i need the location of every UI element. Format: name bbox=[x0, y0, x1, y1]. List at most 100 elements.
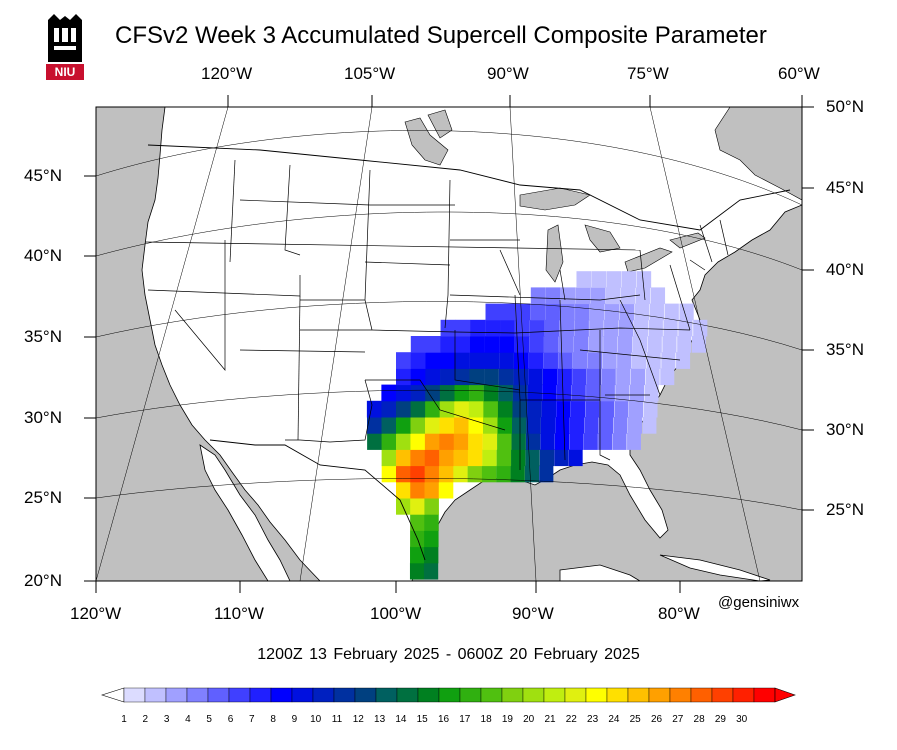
scp-cell bbox=[467, 465, 483, 483]
scp-cell bbox=[396, 384, 412, 402]
logo-text: NIU bbox=[54, 65, 76, 79]
frame-ticks bbox=[84, 95, 814, 593]
colorbar-label: 8 bbox=[270, 714, 276, 725]
scp-cell bbox=[454, 400, 469, 418]
scp-cell bbox=[410, 514, 425, 531]
scp-cell bbox=[498, 384, 513, 402]
graticule bbox=[96, 107, 802, 581]
scp-cell bbox=[542, 384, 557, 402]
scp-cell bbox=[524, 465, 540, 483]
colorbar-label: 6 bbox=[227, 714, 234, 725]
scp-cell bbox=[409, 562, 425, 580]
scp-cell bbox=[454, 384, 470, 402]
scp-cell bbox=[483, 400, 498, 418]
left-lat-label: 25°N bbox=[24, 488, 62, 507]
colorbar-label: 1 bbox=[121, 714, 127, 725]
land-baja bbox=[199, 444, 291, 581]
scp-cell bbox=[511, 433, 526, 450]
scp-cell bbox=[510, 465, 525, 483]
scp-cell bbox=[497, 400, 513, 418]
scp-cell bbox=[396, 433, 411, 450]
top-lon-label: 105°W bbox=[344, 64, 396, 83]
scp-cell bbox=[454, 352, 470, 369]
scp-cell bbox=[484, 368, 499, 386]
scp-cell bbox=[410, 498, 425, 515]
scp-cell bbox=[396, 400, 411, 418]
scp-cell bbox=[614, 400, 629, 418]
scp-cell bbox=[439, 400, 455, 418]
colorbar-label: 2 bbox=[142, 714, 149, 725]
scp-cell bbox=[591, 271, 607, 288]
scp-cell bbox=[440, 368, 455, 386]
scp-cell bbox=[628, 400, 643, 418]
scp-cell bbox=[424, 514, 439, 531]
scp-cell bbox=[571, 384, 586, 402]
scp-cell bbox=[589, 303, 605, 321]
scp-cell bbox=[568, 449, 583, 467]
scp-cell bbox=[484, 352, 500, 369]
scp-cell bbox=[439, 449, 454, 467]
left-lat-label: 40°N bbox=[24, 246, 62, 265]
scp-cell bbox=[511, 449, 526, 467]
top-lon-label: 90°W bbox=[487, 64, 529, 83]
scp-cell bbox=[424, 498, 439, 515]
scp-cell bbox=[454, 368, 470, 386]
author-handle: @gensiniwx bbox=[718, 594, 800, 611]
scp-cell bbox=[633, 319, 649, 337]
scp-cell bbox=[410, 433, 426, 450]
scp-cell bbox=[410, 368, 426, 386]
scp-cell bbox=[557, 368, 572, 386]
scp-cell bbox=[410, 352, 426, 369]
land-yucatan bbox=[559, 564, 641, 581]
scp-cell bbox=[662, 336, 677, 353]
state-borders bbox=[144, 159, 729, 470]
scp-cell bbox=[424, 530, 439, 548]
scp-cell bbox=[589, 319, 604, 337]
scp-cell bbox=[515, 303, 531, 321]
right-lat-label: 40°N bbox=[826, 260, 864, 279]
scp-cell bbox=[560, 287, 576, 305]
scp-cell bbox=[617, 352, 632, 369]
great-lakes bbox=[519, 187, 706, 283]
scp-cell bbox=[498, 368, 514, 386]
scp-cell bbox=[425, 336, 441, 353]
colorbar-label: 20 bbox=[523, 714, 535, 725]
scp-cell bbox=[528, 352, 544, 369]
scp-cell bbox=[544, 319, 560, 337]
scp-cell bbox=[541, 417, 556, 434]
scp-cell bbox=[410, 384, 426, 402]
scp-cell bbox=[410, 417, 426, 434]
scp-cell bbox=[381, 400, 397, 418]
scp-cell bbox=[496, 465, 511, 483]
scp-cell bbox=[636, 271, 652, 288]
colorbar-label: 10 bbox=[310, 714, 322, 725]
colorbar-label: 29 bbox=[714, 714, 726, 725]
scp-cell bbox=[650, 287, 666, 305]
scp-cell bbox=[513, 368, 529, 386]
scp-cell bbox=[616, 368, 631, 386]
scp-cell bbox=[454, 417, 469, 434]
scp-cell bbox=[410, 465, 426, 483]
scp-cell bbox=[396, 417, 411, 434]
scp-cell bbox=[590, 287, 606, 305]
scp-cell bbox=[539, 449, 555, 467]
scp-cell bbox=[529, 319, 545, 337]
scp-cell bbox=[438, 465, 454, 483]
scp-cell bbox=[484, 336, 500, 353]
scp-cell bbox=[558, 352, 573, 369]
scp-cell bbox=[470, 319, 486, 337]
scp-cell bbox=[558, 336, 574, 353]
scp-cell bbox=[588, 336, 603, 353]
scp-cell bbox=[570, 417, 585, 434]
colorbar-label: 21 bbox=[544, 714, 556, 725]
scp-cell bbox=[482, 449, 497, 467]
scp-cell bbox=[527, 400, 542, 418]
scp-cell bbox=[482, 433, 498, 450]
scp-cell bbox=[645, 368, 660, 386]
scp-cell bbox=[470, 336, 485, 353]
niu-logo: NIU bbox=[46, 14, 84, 80]
scp-cell bbox=[499, 336, 515, 353]
scp-cell bbox=[573, 336, 589, 353]
scp-cell bbox=[468, 433, 483, 450]
